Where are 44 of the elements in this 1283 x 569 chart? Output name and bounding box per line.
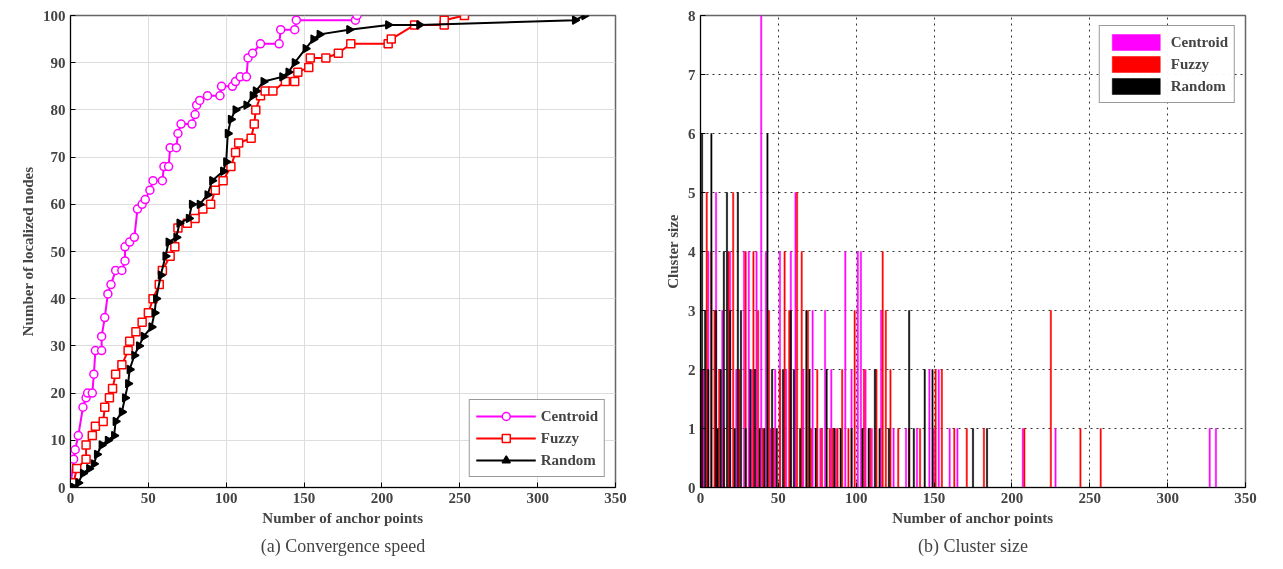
x-tick-label: 300 [526, 489, 549, 506]
y-tick-label: 50 [50, 243, 66, 260]
y-tick-label: 3 [688, 302, 696, 319]
y-axis-title: Number of localized nodes [20, 166, 36, 337]
x-tick-label: 350 [604, 489, 627, 506]
y-tick-label: 70 [50, 149, 66, 166]
x-axis-title: Number of anchor points [892, 509, 1054, 526]
x-tick-label: 200 [1000, 489, 1024, 506]
x-tick-label: 150 [292, 489, 316, 506]
y-tick-label: 20 [50, 385, 66, 402]
y-tick-label: 4 [688, 243, 696, 260]
y-tick-label: 6 [688, 125, 696, 142]
x-tick-label: 150 [922, 489, 946, 506]
x-tick-label: 350 [1234, 489, 1257, 506]
text: (b) Cluster size [918, 535, 1028, 557]
y-axis-title: Cluster size [665, 214, 681, 289]
x-tick-label: 250 [1078, 489, 1102, 506]
x-tick-label: 300 [1156, 489, 1179, 506]
x-tick-label: 50 [770, 489, 786, 506]
y-tick-label: 2 [688, 361, 696, 378]
y-tick-label: 7 [688, 66, 696, 83]
legend-label: Random [1170, 77, 1226, 95]
y-tick-label: 100 [43, 7, 66, 24]
legend-label: Random [540, 451, 596, 469]
y-tick-label: 30 [50, 337, 66, 354]
x-tick-label: 50 [140, 489, 156, 506]
y-tick-label: 80 [50, 101, 66, 118]
y-tick-label: 60 [50, 196, 66, 213]
x-tick-label: 250 [448, 489, 472, 506]
x-axis-title: Number of anchor points [262, 509, 424, 526]
y-tick-label: 8 [688, 7, 696, 24]
legend-label: Centroid [540, 407, 598, 425]
legend-label: Centroid [1170, 33, 1228, 51]
x-tick-label: 200 [370, 489, 394, 506]
legend-label: Fuzzy [1170, 55, 1210, 73]
y-tick-label: 10 [50, 432, 66, 449]
x-tick-label: 100 [844, 489, 868, 506]
legend-label: Fuzzy [540, 429, 580, 447]
y-tick-label: 40 [50, 290, 66, 307]
y-tick-label: 5 [688, 184, 696, 201]
x-tick-label: 100 [214, 489, 238, 506]
text: (a) Convergence speed [260, 535, 426, 557]
y-tick-label: 1 [688, 420, 696, 437]
y-tick-label: 90 [50, 54, 66, 71]
